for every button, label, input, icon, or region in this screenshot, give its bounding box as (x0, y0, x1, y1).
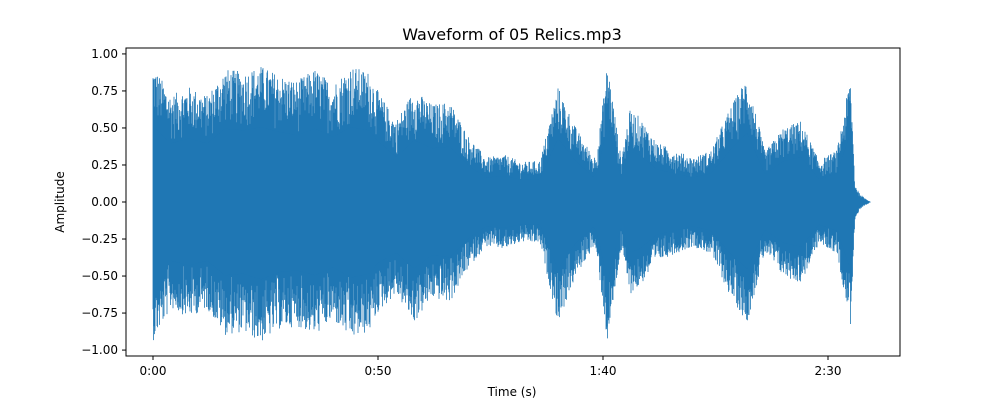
y-tick-label: −0.75 (81, 306, 118, 320)
y-tick-label: −1.00 (81, 343, 118, 357)
chart-title: Waveform of 05 Relics.mp3 (402, 25, 622, 44)
x-axis: 0:00 0:50 1:40 2:30 (140, 356, 842, 378)
y-tick-label: 1.00 (91, 47, 118, 61)
y-tick-label: 0.25 (91, 158, 118, 172)
y-axis: 1.00 0.75 0.50 0.25 0.00 −0.25 −0.50 −0.75 −1.00 (81, 47, 126, 357)
y-tick-label: 0.75 (91, 84, 118, 98)
y-tick-label: −0.25 (81, 232, 118, 246)
y-tick-label: 0.00 (91, 195, 118, 209)
x-tick-label: 0:00 (140, 364, 167, 378)
x-tick-label: 2:30 (815, 364, 842, 378)
y-axis-title: Amplitude (53, 171, 67, 233)
x-axis-title: Time (s) (487, 385, 537, 399)
y-tick-label: 0.50 (91, 121, 118, 135)
x-tick-label: 1:40 (590, 364, 617, 378)
y-tick-label: −0.50 (81, 269, 118, 283)
waveform-series-body (153, 126, 869, 280)
plot-area (152, 67, 871, 341)
x-tick-label: 0:50 (365, 364, 392, 378)
